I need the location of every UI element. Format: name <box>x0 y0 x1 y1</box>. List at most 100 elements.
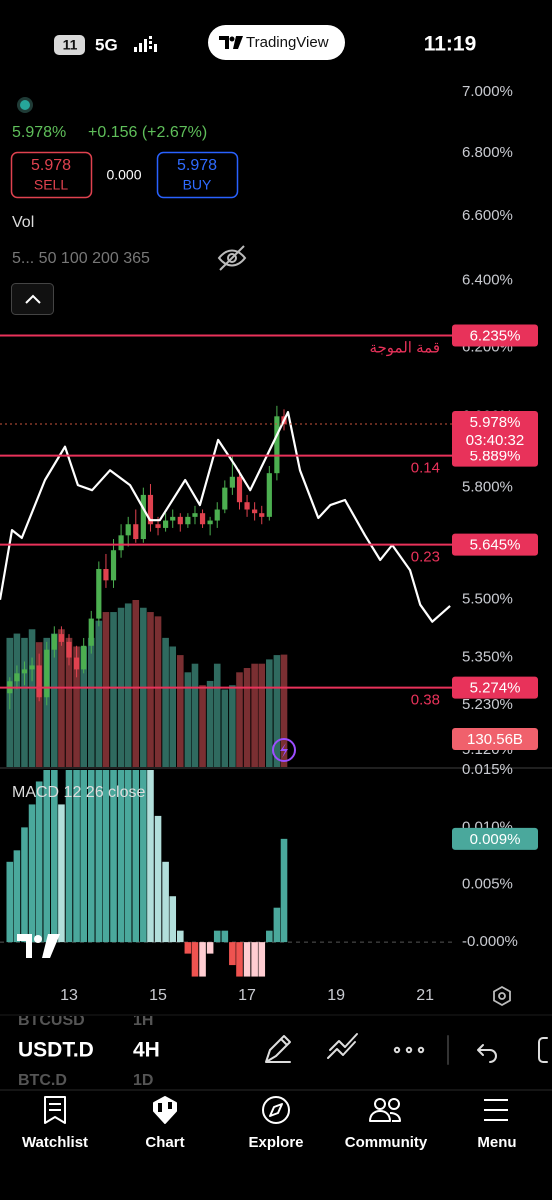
collapse-button[interactable] <box>11 283 54 315</box>
candle-body <box>66 641 72 658</box>
candle-body <box>51 634 57 650</box>
x-tick-label: 17 <box>238 987 256 1004</box>
level-note: 0.14 <box>411 460 440 477</box>
macd-label: MACD 12 26 close <box>12 784 145 801</box>
y-tick-label: 5.500% <box>462 590 513 607</box>
undo-icon[interactable] <box>477 1044 497 1063</box>
volume-bar <box>102 612 110 767</box>
app-badge[interactable] <box>208 25 345 60</box>
tv-logo-small <box>219 36 243 49</box>
compare-line <box>0 411 451 623</box>
hide-icon[interactable] <box>217 245 247 271</box>
prev-symbol[interactable]: BTCUSD <box>18 1012 85 1029</box>
macd-bar <box>35 781 43 943</box>
macd-bar <box>140 770 147 943</box>
x-tick-label: 15 <box>149 987 167 1004</box>
macd-bar <box>28 804 36 943</box>
nav-label[interactable]: Chart <box>145 1134 184 1151</box>
volume-bar <box>65 637 73 767</box>
candle-body <box>214 509 220 521</box>
macd-bar <box>273 907 281 943</box>
candle-body <box>103 568 109 581</box>
macd-bar <box>43 770 51 943</box>
sell-button[interactable] <box>10 151 93 199</box>
x-tick-label: 21 <box>416 987 434 1004</box>
macd-bar <box>280 838 288 943</box>
volume-bar <box>124 603 132 767</box>
macd-bar <box>229 942 236 966</box>
draw-icon[interactable] <box>265 1035 291 1063</box>
last-price-label: 5.978% <box>470 414 521 431</box>
volume-bar <box>236 672 243 767</box>
volume-bar <box>243 668 251 767</box>
prev-interval[interactable]: 1H <box>133 1012 153 1029</box>
countdown: 03:40:32 <box>466 432 524 449</box>
watchlist-icon[interactable] <box>44 1096 66 1124</box>
volume-bar <box>229 685 236 767</box>
candle-body <box>29 665 35 670</box>
buy-button[interactable] <box>156 151 239 199</box>
chart-icon-candles <box>158 1102 172 1112</box>
next-symbol[interactable]: BTC.D <box>18 1072 67 1089</box>
candle-body <box>36 665 42 698</box>
nav-label[interactable]: Community <box>345 1134 428 1151</box>
macd-bar <box>258 942 266 977</box>
volume-bar <box>184 672 192 767</box>
nav-label[interactable]: Watchlist <box>22 1134 88 1151</box>
community-icon[interactable] <box>374 1098 386 1110</box>
interval[interactable]: 4H <box>133 1039 160 1062</box>
macd-bar <box>266 930 273 943</box>
volume-label-box <box>452 728 538 750</box>
macd-bar <box>73 770 80 943</box>
sell-label[interactable]: SELL <box>34 177 68 193</box>
status-dot <box>20 100 30 110</box>
indicator-icon[interactable] <box>327 1033 358 1059</box>
buy-label[interactable]: BUY <box>183 177 212 193</box>
volume-bar <box>58 629 65 767</box>
symbol[interactable]: USDT.D <box>18 1039 94 1062</box>
menu-icon[interactable] <box>484 1099 508 1121</box>
candle-body <box>58 634 65 642</box>
candle-body <box>192 513 198 517</box>
macd-bar <box>80 770 87 943</box>
macd-bar <box>221 930 229 943</box>
macd-bar <box>243 942 251 977</box>
settings-icon[interactable] <box>493 985 511 1007</box>
level-note: 0.38 <box>411 692 440 709</box>
macd-bar <box>95 770 103 943</box>
candle-body <box>140 494 146 540</box>
sell-price[interactable]: 5.978 <box>31 157 71 174</box>
explore-icon[interactable] <box>262 1096 290 1124</box>
volume-bar <box>191 663 199 767</box>
buy-price[interactable]: 5.978 <box>177 157 217 174</box>
volume-bar <box>273 655 281 767</box>
macd-bar <box>147 770 154 943</box>
volume-bar <box>169 646 177 767</box>
volume-bar <box>21 637 28 767</box>
macd-bar <box>169 896 177 943</box>
more-dot[interactable] <box>405 1046 413 1054</box>
level-label-box <box>452 533 538 556</box>
macd-bar <box>13 850 21 943</box>
y-tick-label: 5.800% <box>462 479 513 496</box>
macd-tick-label: -0.000% <box>462 933 518 950</box>
nav-label[interactable]: Explore <box>248 1134 303 1151</box>
candle-body <box>133 524 139 540</box>
last-price-box <box>452 411 538 452</box>
nav-label[interactable]: Menu <box>477 1134 516 1151</box>
volume-bar <box>87 637 95 767</box>
app-badge-label: TradingView <box>246 34 329 51</box>
community-body <box>369 1110 401 1122</box>
alert-button[interactable] <box>272 738 296 762</box>
level-label-box <box>452 324 538 347</box>
next-interval[interactable]: 1D <box>133 1072 153 1089</box>
more-dot[interactable] <box>417 1046 425 1054</box>
volume-bar <box>213 663 221 767</box>
macd-bar <box>191 942 199 977</box>
macd-bar <box>51 770 58 943</box>
fullscreen-icon[interactable] <box>538 1037 548 1063</box>
more-dot[interactable] <box>393 1046 401 1054</box>
candle-body <box>274 416 280 474</box>
